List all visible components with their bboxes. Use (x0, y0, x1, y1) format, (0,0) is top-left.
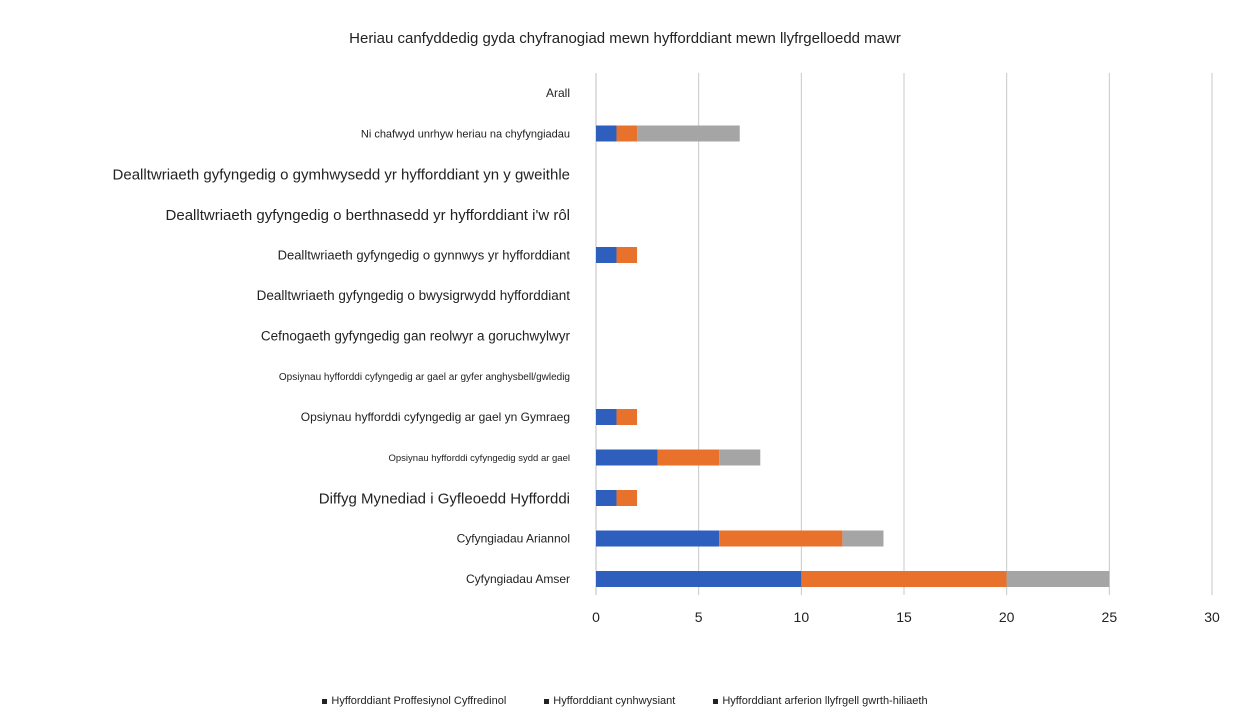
bar-segment (616, 247, 638, 263)
category-label: Dealltwriaeth gyfyngedig o bwysigrwydd h… (257, 288, 571, 303)
bar-segment (596, 247, 617, 263)
category-label: Ni chafwyd unrhyw heriau na chyfyngiadau (361, 128, 570, 140)
category-label: Dealltwriaeth gyfyngedig o berthnasedd y… (166, 207, 570, 224)
legend-item: Hyfforddiant cynhwysiant (544, 695, 675, 707)
x-tick-label: 30 (1204, 609, 1220, 625)
legend-marker (544, 698, 550, 704)
bar-segment (596, 125, 617, 142)
category-label: Diffyg Mynediad i Gyfleoedd Hyfforddi (319, 490, 570, 507)
legend: Hyfforddiant Proffesiynol Cyffredinol Hyf… (0, 695, 1250, 707)
category-label: Opsiynau hyfforddi cyfyngedig sydd ar ga… (389, 453, 571, 464)
x-tick-label: 5 (695, 609, 703, 625)
category-label: Opsiynau hyfforddi cyfyngedig ar gael ar… (279, 372, 570, 383)
legend-marker (322, 698, 328, 704)
category-label: Cefnogaeth gyfyngedig gan reolwyr a goru… (261, 329, 571, 344)
legend-label: Hyfforddiant cynhwysiant (553, 695, 676, 707)
bar-segment (616, 125, 638, 142)
bar-segment (637, 125, 740, 142)
category-label: Dealltwriaeth gyfyngedig o gymhwysedd yr… (113, 166, 570, 183)
x-tick-label: 0 (592, 609, 600, 625)
legend-marker (713, 698, 719, 704)
bar-segment (657, 449, 720, 466)
legend-label: Hyfforddiant arferion llyfrgell gwrth-hi… (722, 695, 928, 707)
bar-segment (596, 490, 617, 506)
legend-item: Hyfforddiant Proffesiynol Cyffredinol (322, 695, 506, 707)
bars (596, 125, 1110, 587)
chart-plot: Arall Ni chafwyd unrhyw heriau na chyfyng… (113, 73, 1220, 625)
x-tick-label: 15 (896, 609, 912, 625)
legend-label: Hyfforddiant Proffesiynol Cyffredinol (331, 695, 507, 707)
bar-segment (616, 490, 638, 506)
category-label: Cyfyngiadau Amser (466, 572, 570, 586)
gridlines (595, 73, 1213, 595)
bar-segment (719, 449, 761, 466)
bar-segment (596, 449, 658, 466)
bar-segment (1006, 571, 1110, 587)
x-tick-label: 10 (794, 609, 810, 625)
bar-segment (719, 530, 843, 547)
bar-segment (801, 571, 1007, 587)
category-label: Cyfyngiadau Ariannol (457, 532, 570, 546)
bar-segment (842, 530, 884, 547)
category-label: Dealltwriaeth gyfyngedig o gynnwys yr hy… (278, 248, 571, 263)
x-tick-label: 25 (1102, 609, 1118, 625)
category-labels: Arall Ni chafwyd unrhyw heriau na chyfyng… (113, 86, 571, 586)
x-axis-ticks: 0 5 10 15 20 25 30 (592, 609, 1220, 625)
bar-segment (596, 530, 720, 547)
bar-segment (596, 409, 617, 425)
category-label: Arall (546, 86, 570, 100)
legend-item: Hyfforddiant arferion llyfrgell gwrth-hi… (713, 695, 928, 707)
bar-segment (616, 409, 638, 425)
bar-segment (596, 571, 802, 587)
x-tick-label: 20 (999, 609, 1015, 625)
category-label: Opsiynau hyfforddi cyfyngedig ar gael yn… (301, 410, 570, 424)
chart-title: Heriau canfyddedig gyda chyfranogiad mew… (349, 30, 901, 47)
